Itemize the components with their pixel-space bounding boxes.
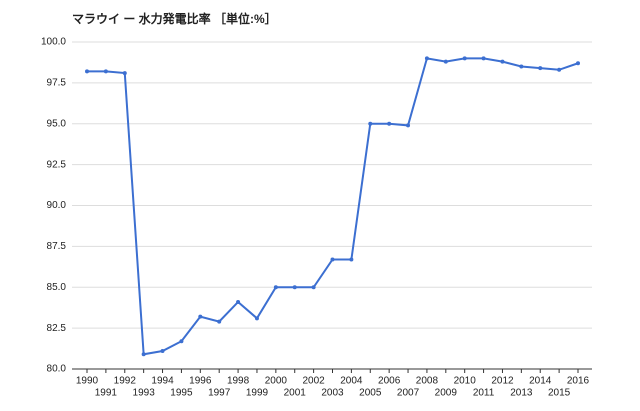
x-tick-label: 1993 <box>133 388 156 399</box>
x-tick-label: 2014 <box>529 376 552 387</box>
x-tick-label: 1996 <box>189 376 212 387</box>
x-tick-label: 2011 <box>473 388 495 399</box>
point <box>424 56 429 61</box>
x-tick-label: 2007 <box>397 388 420 399</box>
y-tick-label: 85.0 <box>47 282 67 293</box>
point <box>349 257 354 262</box>
point <box>406 123 411 128</box>
y-tick-label: 97.5 <box>47 78 67 89</box>
x-tick-label: 1997 <box>208 388 231 399</box>
point <box>462 56 467 61</box>
y-tick-label: 87.5 <box>47 241 67 252</box>
line <box>87 57 579 356</box>
point <box>311 285 316 290</box>
point <box>368 121 373 126</box>
point <box>122 71 127 76</box>
x-tick-label: 2002 <box>302 376 325 387</box>
y-tick-label: 82.5 <box>47 323 67 334</box>
point <box>538 66 543 71</box>
point <box>198 314 203 319</box>
x-tick-label: 2005 <box>359 388 382 399</box>
x-tick-label: 1992 <box>114 376 137 387</box>
x-tick-label: 1994 <box>151 376 174 387</box>
y-tick-label: 92.5 <box>47 159 67 170</box>
point <box>254 316 259 321</box>
point <box>481 56 486 61</box>
x-tick-label: 2010 <box>454 376 477 387</box>
x-tick-label: 2015 <box>548 388 571 399</box>
x-tick-label: 2001 <box>284 388 307 399</box>
y-tick-label: 95.0 <box>47 118 67 129</box>
x-tick-label: 2009 <box>435 388 458 399</box>
point <box>387 121 392 126</box>
x-tick-label: 2013 <box>510 388 533 399</box>
y-tick-label: 100.0 <box>41 37 66 48</box>
point <box>85 69 89 74</box>
x-tick-label: 2003 <box>321 388 344 399</box>
y-tick-label: 80.0 <box>47 364 67 375</box>
point <box>443 59 448 64</box>
point <box>179 339 184 344</box>
point <box>273 285 278 290</box>
point <box>217 319 222 324</box>
x-tick-label: 1990 <box>76 376 99 387</box>
x-tick-label: 1995 <box>170 388 193 399</box>
x-tick-label: 2012 <box>491 376 514 387</box>
y-tick-label: 90.0 <box>47 200 67 211</box>
point <box>103 69 108 74</box>
point <box>160 349 165 354</box>
x-tick-label: 2016 <box>567 376 590 387</box>
point <box>292 285 297 290</box>
x-tick-label: 2008 <box>416 376 439 387</box>
x-tick-label: 1998 <box>227 376 250 387</box>
x-tick-label: 2004 <box>340 376 363 387</box>
point <box>236 299 241 304</box>
chart-title: マラウイ ー 水力発電比率 ［単位:%］ <box>72 11 277 26</box>
point <box>141 352 146 357</box>
x-tick-label: 2006 <box>378 376 401 387</box>
point <box>576 61 580 66</box>
point <box>557 67 562 72</box>
point <box>500 59 505 64</box>
x-tick-label: 1999 <box>246 388 269 399</box>
x-tick-label: 1991 <box>95 388 118 399</box>
x-tick-label: 2000 <box>265 376 288 387</box>
point <box>519 64 524 69</box>
point <box>330 257 335 262</box>
